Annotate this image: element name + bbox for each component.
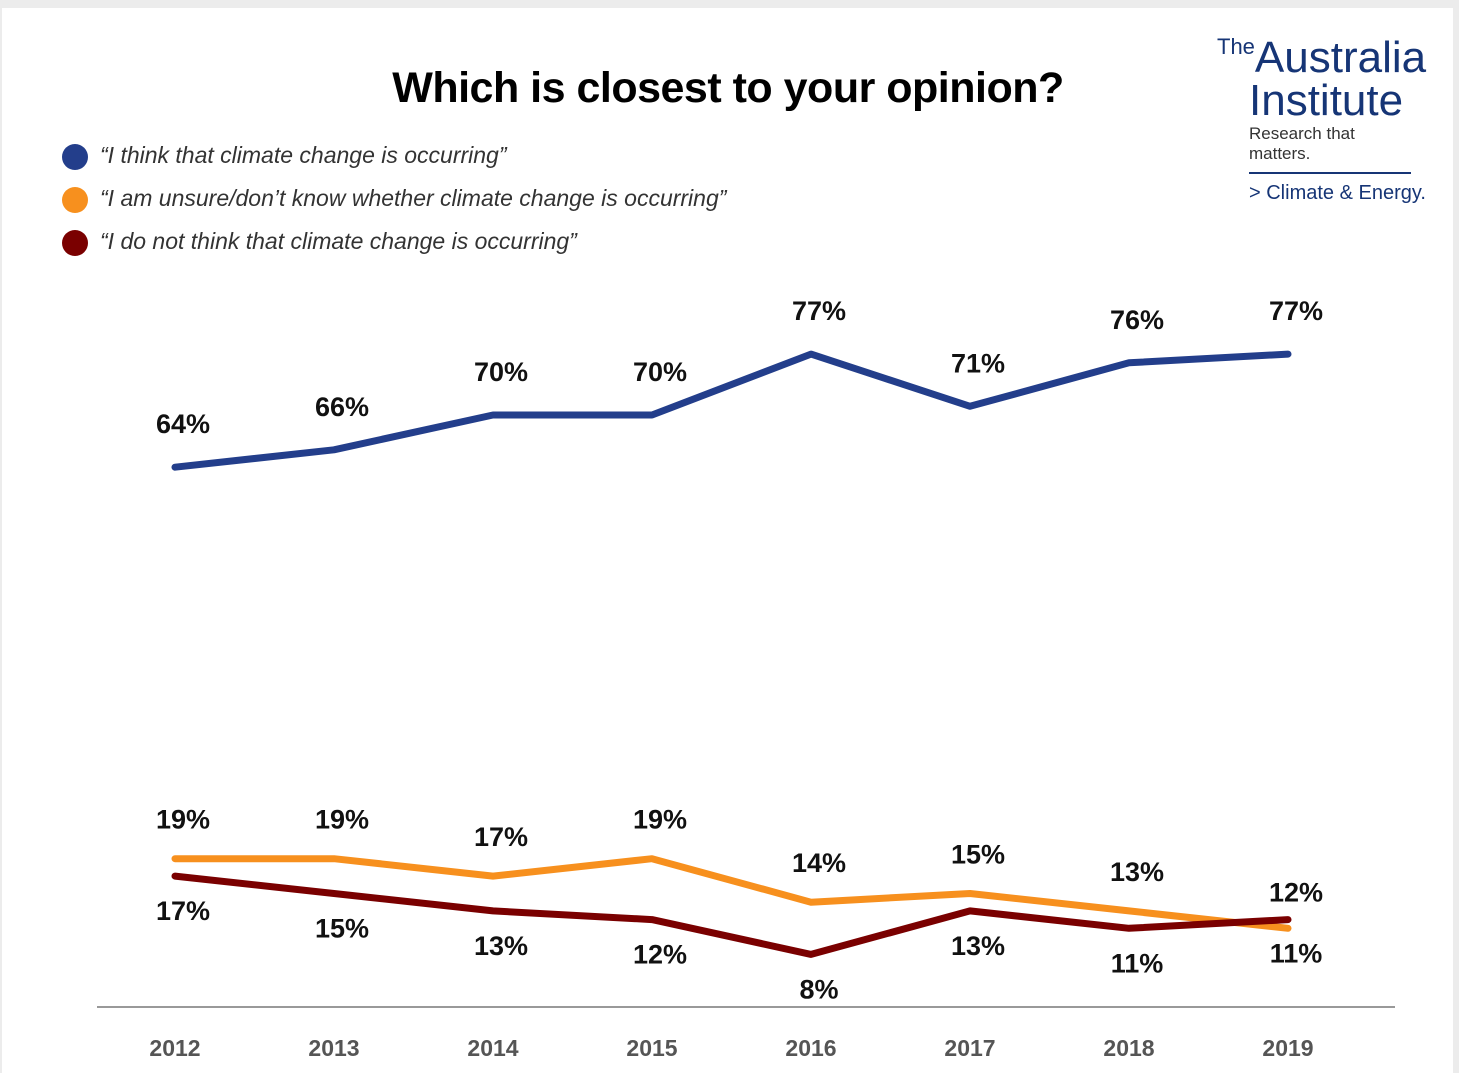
data-label-unsure-2012: 19% <box>156 805 210 835</box>
australia-institute-logo: TheAustralia Institute Research that mat… <box>1217 34 1426 205</box>
data-label-unsure-2016: 14% <box>792 848 846 878</box>
data-label-occurring-2014: 70% <box>474 357 528 387</box>
x-tick-label-2017: 2017 <box>944 1035 995 1061</box>
series-line-occurring <box>171 350 1292 471</box>
data-label-occurring-2015: 70% <box>633 357 687 387</box>
data-label-occurring-2018: 76% <box>1110 305 1164 335</box>
logo-the: The <box>1217 34 1255 59</box>
data-label-not-occurring-2015: 12% <box>633 940 687 970</box>
chart-title: Which is closest to your opinion? <box>392 64 1064 112</box>
data-label-not-occurring-2017: 13% <box>951 931 1005 961</box>
legend-label-occurring: “I think that climate change is occurrin… <box>100 142 507 168</box>
legend-dot-unsure <box>62 187 88 213</box>
logo-divider <box>1249 171 1411 174</box>
series-line-not-occurring <box>171 872 1292 958</box>
data-label-occurring-2016: 77% <box>792 296 846 326</box>
logo-subtitle: > Climate & Energy. <box>1249 181 1426 204</box>
chart-card <box>2 8 1453 1073</box>
x-tick-label-2012: 2012 <box>149 1035 200 1061</box>
data-label-unsure-2013: 19% <box>315 805 369 835</box>
data-label-occurring-2013: 66% <box>315 392 369 422</box>
data-label-occurring-2019: 77% <box>1269 296 1323 326</box>
logo-tagline: Research that matters. <box>1249 123 1355 163</box>
data-label-unsure-2019: 11% <box>1270 938 1323 968</box>
data-label-unsure-2017: 15% <box>951 840 1005 870</box>
x-tick-label-2014: 2014 <box>467 1035 518 1061</box>
plot-area: 64% 66% 70% 70% 77% 71% 76% 77% 19% 19% 17% 19% 14% 1… <box>149 296 1323 1061</box>
data-label-not-occurring-2014: 13% <box>474 931 528 961</box>
data-label-not-occurring-2012: 17% <box>156 896 210 926</box>
data-label-unsure-2015: 19% <box>633 805 687 835</box>
legend-dot-not-occurring <box>62 230 88 256</box>
logo-wordmark: TheAustralia <box>1217 34 1426 80</box>
data-label-occurring-2012: 64% <box>156 409 210 439</box>
legend-label-unsure: “I am unsure/don’t know whether climate … <box>100 185 727 211</box>
data-label-not-occurring-2018: 11% <box>1111 948 1164 978</box>
legend-dot-occurring <box>62 144 88 170</box>
logo-word-australia: Australia <box>1254 33 1427 82</box>
data-label-not-occurring-2016: 8% <box>799 974 838 1004</box>
data-label-occurring-2017: 71% <box>951 348 1005 378</box>
x-tick-label-2013: 2013 <box>308 1035 359 1061</box>
logo-word-institute: Institute <box>1249 76 1404 125</box>
data-label-unsure-2014: 17% <box>474 822 528 852</box>
data-label-unsure-2018: 13% <box>1110 857 1164 887</box>
x-tick-label-2016: 2016 <box>785 1035 836 1061</box>
x-tick-label-2019: 2019 <box>1262 1035 1313 1061</box>
x-tick-label-2018: 2018 <box>1103 1035 1154 1061</box>
series-line-unsure <box>171 855 1292 932</box>
legend-label-not-occurring: “I do not think that climate change is o… <box>100 228 577 254</box>
data-label-not-occurring-2013: 15% <box>315 914 369 944</box>
x-tick-label-2015: 2015 <box>626 1035 677 1061</box>
data-label-not-occurring-2019: 12% <box>1269 878 1323 908</box>
